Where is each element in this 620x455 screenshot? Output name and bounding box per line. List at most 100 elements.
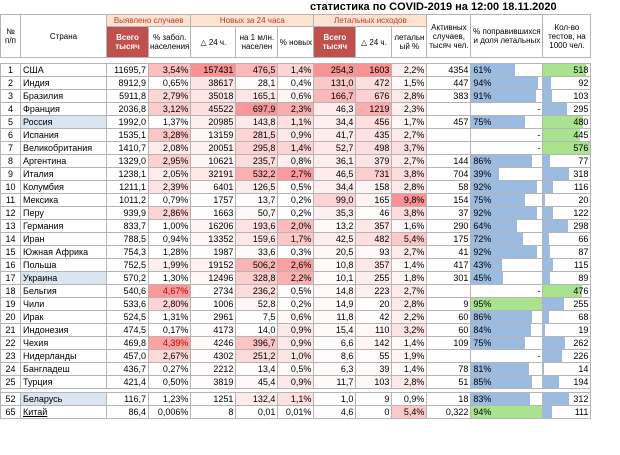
recovered-cell: 39% bbox=[470, 167, 544, 181]
lethal-delta: 435 bbox=[355, 128, 393, 142]
country-label[interactable]: Китай bbox=[23, 407, 48, 417]
table-row: 19 Чили 533,6 2,80% 1006 52,8 0,2% 14,9 20 2,8% 9 9… bbox=[0, 297, 592, 311]
tests-value: 518 bbox=[573, 65, 589, 75]
active-cases: 9 bbox=[426, 297, 472, 311]
country-label: Бразилия bbox=[23, 91, 64, 101]
tests-value: 226 bbox=[573, 351, 589, 361]
lethal-pct: 1,4% bbox=[391, 258, 428, 272]
new24-pct: 1,4% bbox=[277, 141, 315, 155]
country-name: Испания bbox=[20, 128, 107, 142]
lethal-pct: 9,8% bbox=[391, 193, 428, 207]
active-cases: 78 bbox=[426, 362, 472, 376]
lethal-total: 46,3 bbox=[313, 102, 357, 116]
new24-permln: 45,4 bbox=[235, 375, 279, 389]
new24-permln: 236,2 bbox=[235, 284, 279, 298]
tests-value: 298 bbox=[573, 221, 589, 231]
lethal-delta: 676 bbox=[355, 89, 393, 103]
header-detected-pct: % забол. населения bbox=[147, 26, 192, 58]
country-label: Чили bbox=[23, 299, 45, 309]
country-name: Бразилия bbox=[20, 89, 107, 103]
country-name: Турция bbox=[20, 375, 107, 389]
active-cases bbox=[426, 284, 472, 298]
row-number: 10 bbox=[0, 180, 21, 194]
country-name: Беларусь bbox=[20, 392, 107, 406]
country-name: Чили bbox=[20, 297, 107, 311]
recovered-value: 64% bbox=[473, 221, 492, 231]
detected-pct: 2,86% bbox=[147, 206, 192, 220]
country-name: Италия bbox=[20, 167, 107, 181]
recovered-bar bbox=[471, 64, 515, 76]
covid-stats-table: № п/п Страна Выявлено случаев Новых за 2… bbox=[0, 14, 592, 419]
lethal-total: 34,4 bbox=[313, 115, 357, 129]
recovered-value: 61% bbox=[473, 65, 492, 75]
row-number: 3 bbox=[0, 89, 21, 103]
tests-bar bbox=[543, 406, 553, 418]
new24-permln: 235,7 bbox=[235, 154, 279, 168]
tests-bar bbox=[543, 259, 553, 271]
recovered-value: 75% bbox=[473, 338, 492, 348]
new24-permln: 33,6 bbox=[235, 245, 279, 259]
tests-cell: 480 bbox=[542, 115, 592, 129]
country-label: Мексика bbox=[23, 195, 59, 205]
detected-total: 5911,8 bbox=[106, 89, 149, 103]
lethal-total: 34,4 bbox=[313, 180, 357, 194]
detected-pct: 1,28% bbox=[147, 245, 192, 259]
tests-bar bbox=[543, 337, 565, 349]
recovered-bar bbox=[471, 311, 533, 323]
recovered-value: 72% bbox=[473, 234, 492, 244]
table-row: 65 Китай 86,4 0,006% 8 0,01 0,01% 4,6 0 5,4% 0,322… bbox=[0, 405, 592, 419]
tests-cell: 115 bbox=[542, 258, 592, 272]
tests-bar bbox=[543, 90, 552, 102]
detected-total: 540,6 bbox=[106, 284, 149, 298]
detected-pct: 3,54% bbox=[147, 63, 192, 77]
new24-pct: 0,4% bbox=[277, 76, 315, 90]
country-name: Индонезия bbox=[20, 323, 107, 337]
lethal-delta: 357 bbox=[355, 258, 393, 272]
detected-pct: 0,17% bbox=[147, 323, 192, 337]
tests-cell: 445 bbox=[542, 128, 592, 142]
recovered-bar bbox=[471, 116, 525, 128]
recovered-empty: - bbox=[537, 286, 541, 296]
detected-pct: 2,79% bbox=[147, 89, 192, 103]
recovered-cell: 92% bbox=[470, 206, 544, 220]
new24-pct: 0,9% bbox=[277, 323, 315, 337]
country-name: Ирак bbox=[20, 310, 107, 324]
new24-delta: 2734 bbox=[190, 284, 237, 298]
new24-pct: 1,1% bbox=[277, 115, 315, 129]
tests-value: 77 bbox=[578, 156, 589, 166]
lethal-total: 11,7 bbox=[313, 375, 357, 389]
row-number: 7 bbox=[0, 141, 21, 155]
lethal-total: 46,5 bbox=[313, 167, 357, 181]
table-body: 1 США 11695,7 3,54% 157431 476,5 1,4% 254,3 1603… bbox=[0, 63, 592, 419]
detected-pct: 3,12% bbox=[147, 102, 192, 116]
tests-value: 476 bbox=[573, 286, 589, 296]
lethal-delta: 472 bbox=[355, 76, 393, 90]
detected-total: 1410,7 bbox=[106, 141, 149, 155]
tests-cell: 92 bbox=[542, 76, 592, 90]
detected-pct: 2,05% bbox=[147, 167, 192, 181]
new24-permln: 165,1 bbox=[235, 89, 279, 103]
table-row: 15 Южная Африка 754,3 1,28% 1987 33,6 0,3% 20,5… bbox=[0, 245, 592, 259]
detected-pct: 2,67% bbox=[147, 349, 192, 363]
header-lethal-pct: летальн ый % bbox=[391, 26, 428, 58]
recovered-empty: - bbox=[537, 104, 541, 114]
new24-delta: 3819 bbox=[190, 375, 237, 389]
lethal-delta: 456 bbox=[355, 115, 393, 129]
table-row: 8 Аргентина 1329,0 2,95% 10621 235,7 0,8% 36,1 3… bbox=[0, 154, 592, 168]
tests-cell: 66 bbox=[542, 232, 592, 246]
new24-delta: 157431 bbox=[190, 63, 237, 77]
table-row: 3 Бразилия 5911,8 2,79% 35018 165,1 0,6% 166,7 6… bbox=[0, 89, 592, 103]
row-number: 16 bbox=[0, 258, 21, 272]
detected-total: 833,7 bbox=[106, 219, 149, 233]
recovered-value: 91% bbox=[473, 91, 492, 101]
active-cases: 37 bbox=[426, 206, 472, 220]
country-label: Турция bbox=[23, 377, 53, 387]
table-row: 11 Мексика 1011,2 0,79% 1757 13,7 0,2% 99,0 165 9… bbox=[0, 193, 592, 207]
detected-pct: 1,00% bbox=[147, 219, 192, 233]
recovered-value: 86% bbox=[473, 312, 492, 322]
lethal-pct: 2,7% bbox=[391, 128, 428, 142]
tests-cell: 122 bbox=[542, 206, 592, 220]
new24-permln: 476,5 bbox=[235, 63, 279, 77]
lethal-pct: 5,4% bbox=[391, 232, 428, 246]
recovered-bar bbox=[471, 363, 529, 375]
